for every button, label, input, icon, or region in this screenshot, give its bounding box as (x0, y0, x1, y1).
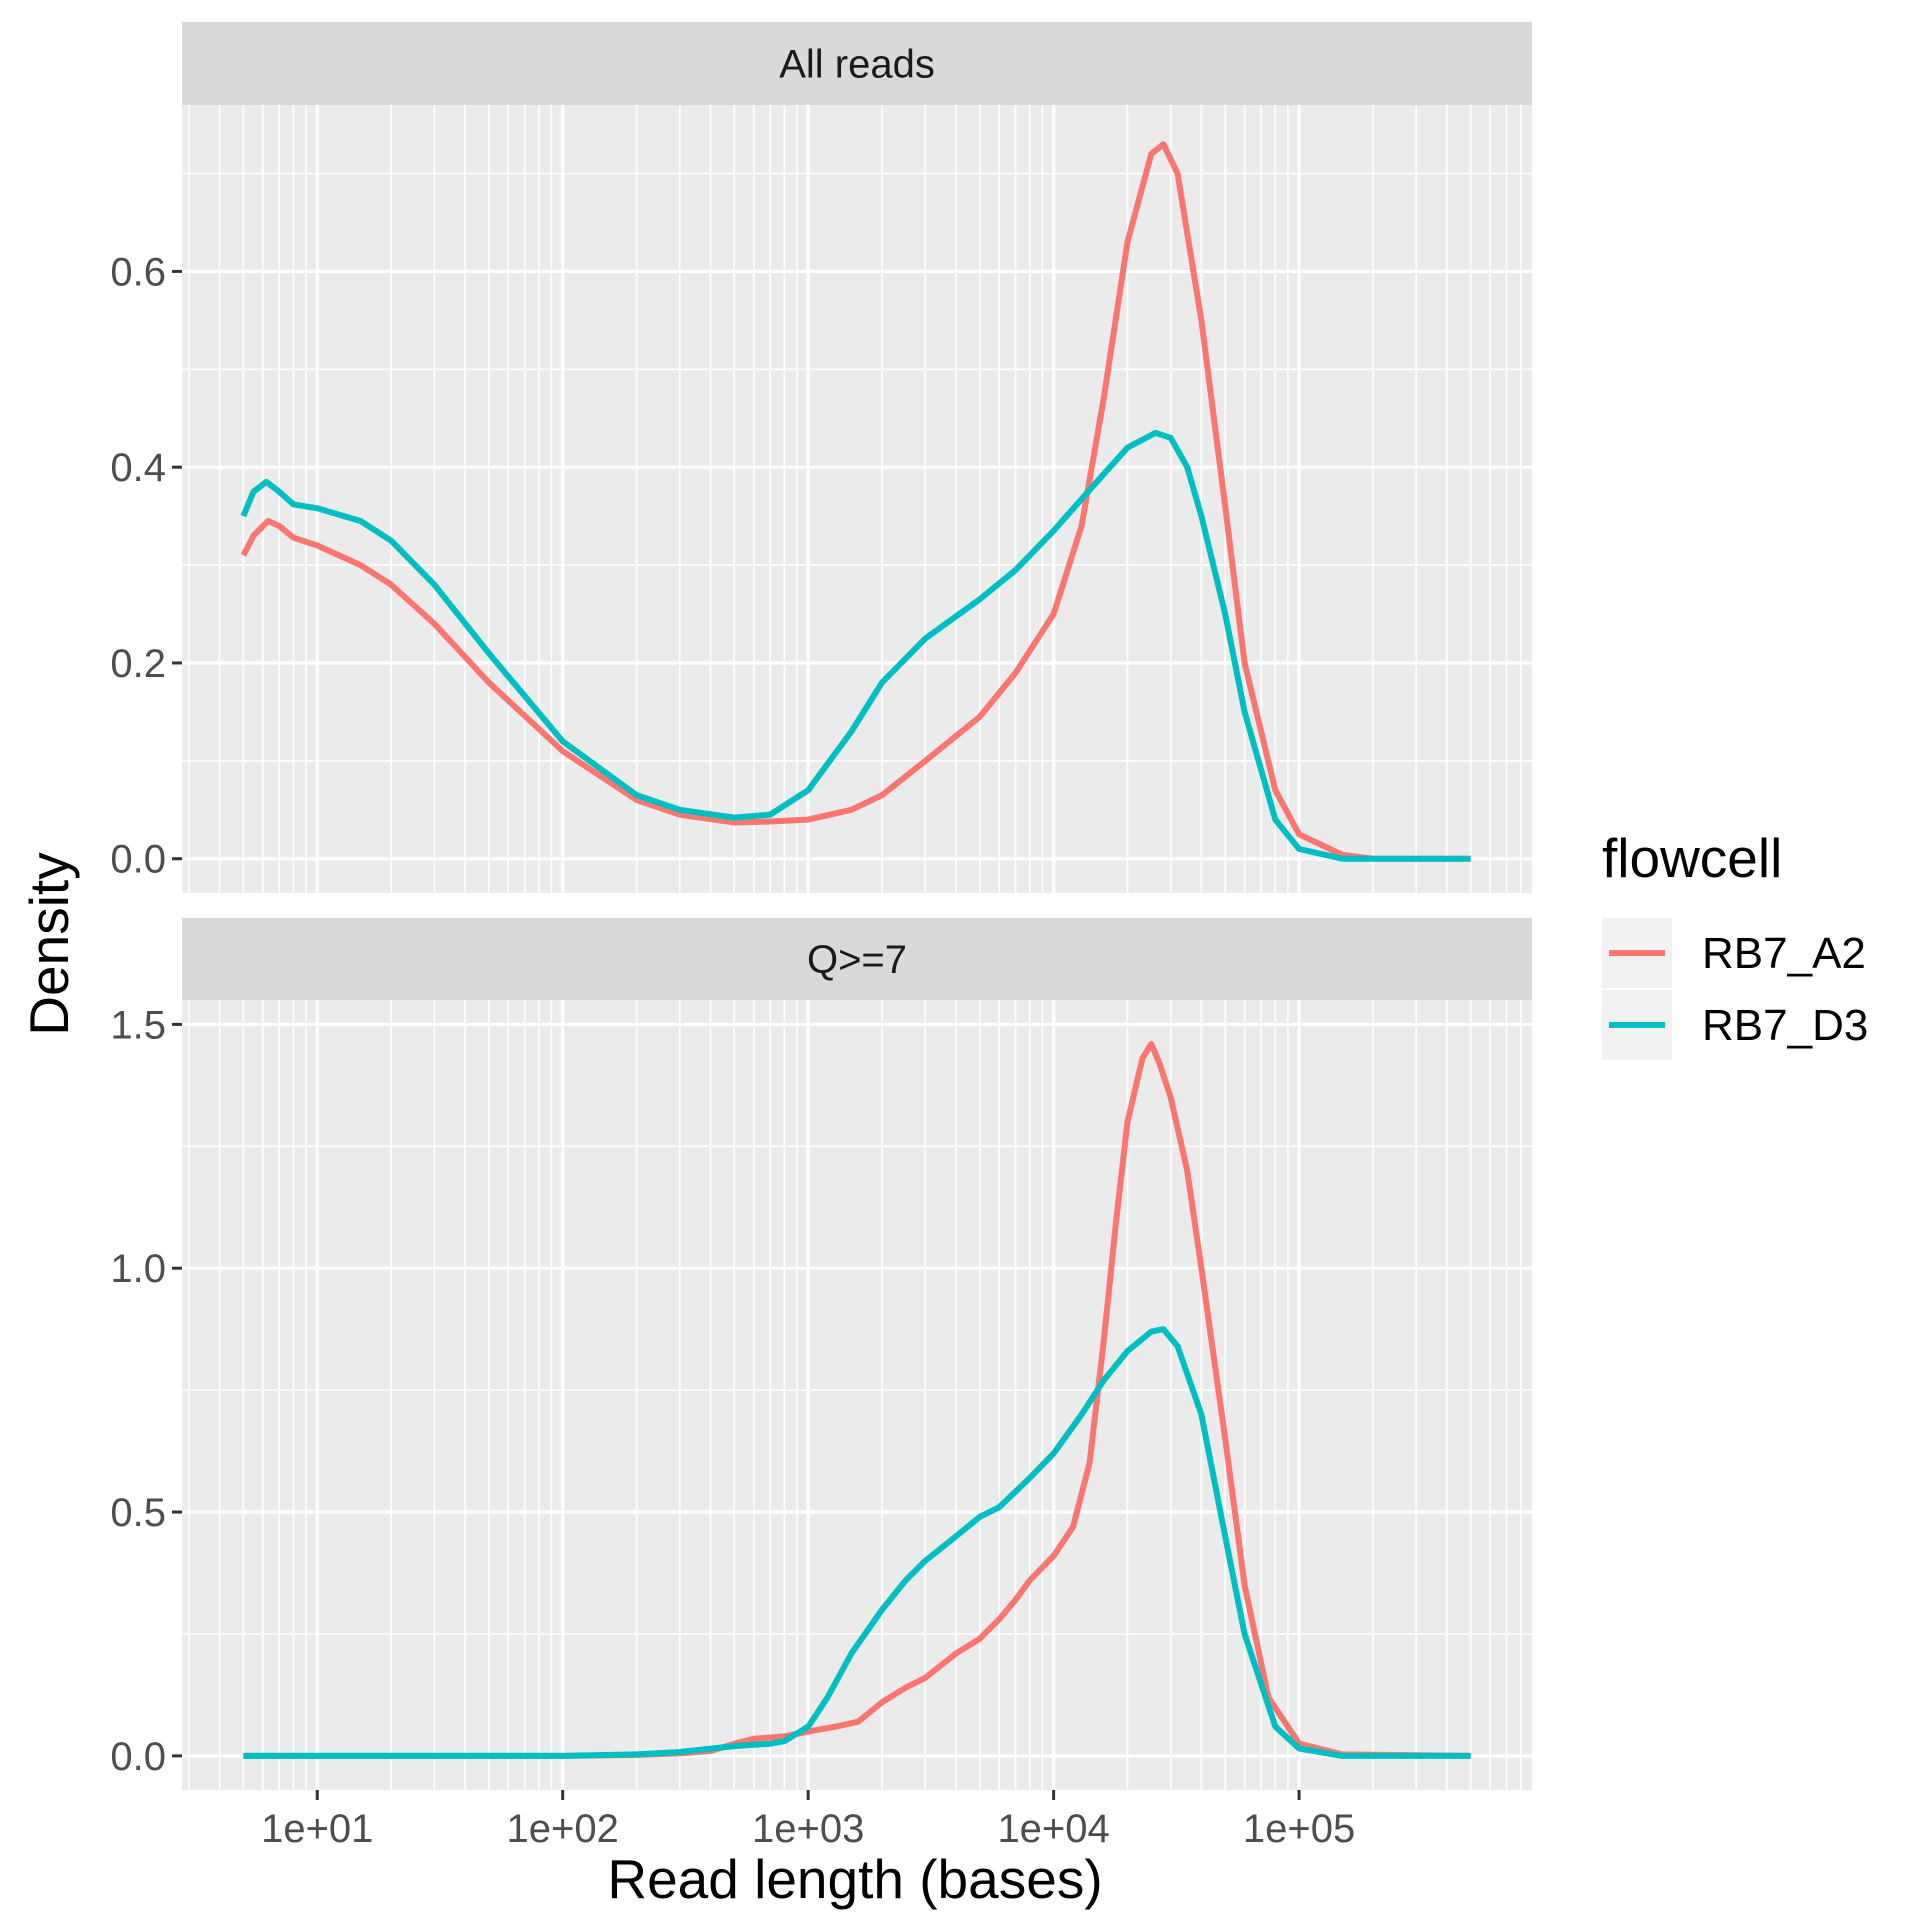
y-tick-label: 0.0 (110, 1735, 166, 1779)
x-tick-label: 1e+05 (1243, 1807, 1355, 1851)
y-tick-label: 0.5 (110, 1491, 166, 1535)
legend-item-rb7-d3: RB7_D3 (1602, 990, 1868, 1060)
panel-background (182, 105, 1532, 893)
x-tick-label: 1e+04 (997, 1807, 1109, 1851)
y-tick-label: 0.2 (110, 642, 166, 686)
x-axis: 1e+01 1e+02 1e+03 1e+04 1e+05 (261, 1790, 1355, 1851)
y-tick-label: 0.4 (110, 446, 166, 490)
legend-label: RB7_D3 (1702, 1001, 1868, 1050)
panel-1: 0.0 0.2 0.4 0.6 All reads (110, 22, 1532, 893)
x-tick-label: 1e+03 (752, 1807, 864, 1851)
strip-background (182, 22, 1532, 105)
y-tick-label: 0.0 (110, 838, 166, 882)
strip-background (182, 918, 1532, 1000)
strip-label: All reads (779, 43, 935, 87)
legend: flowcell RB7_A2 RB7_D3 (1602, 827, 1868, 1060)
y-tick-label: 1.0 (110, 1247, 166, 1291)
series-line-rb7-a2 (240, 141, 1471, 862)
series-line-rb7-d3 (240, 429, 1471, 862)
panel-2: 0.0 0.5 1.0 1.5 Q>=7 (110, 918, 1532, 1790)
y-axis-title: Density (18, 852, 80, 1036)
x-axis-title: Read length (bases) (607, 1848, 1102, 1910)
panel-background (182, 1000, 1532, 1790)
x-tick-label: 1e+02 (507, 1807, 619, 1851)
series-line-rb7-a2 (243, 1040, 1471, 1759)
y-tick-label: 1.5 (110, 1003, 166, 1047)
y-tick-label: 0.6 (110, 250, 166, 294)
legend-label: RB7_A2 (1702, 929, 1866, 978)
panels-layer: 0.0 0.2 0.4 0.6 All reads 0.0 0.5 1.0 1.5 Q>=7 (110, 22, 1532, 1790)
x-tick-label: 1e+01 (261, 1807, 373, 1851)
strip-label: Q>=7 (807, 938, 907, 982)
legend-item-rb7-a2: RB7_A2 (1602, 918, 1866, 988)
series-line-rb7-d3 (243, 1326, 1471, 1759)
legend-title: flowcell (1602, 827, 1782, 889)
